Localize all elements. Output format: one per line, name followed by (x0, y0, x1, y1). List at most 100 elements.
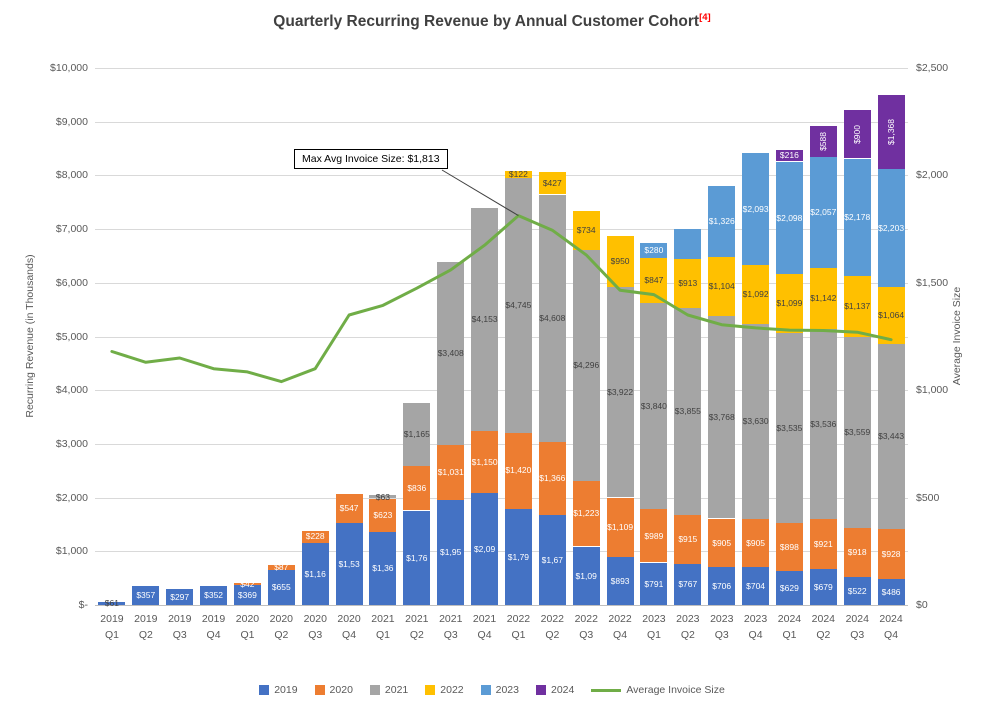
bar-value-label: $87 (274, 562, 289, 573)
bar-value-label: $280 (644, 244, 664, 255)
bar-value-label: $216 (779, 150, 799, 161)
bar-segment-2020: $1,420 (504, 432, 532, 509)
bar-segment-2020: $836 (403, 465, 431, 511)
legend-label: 2021 (384, 684, 409, 696)
left-axis-tick: $1,000 (55, 545, 88, 558)
average-invoice-line (110, 214, 893, 384)
legend-square-icon (369, 685, 380, 695)
bar-value-label: $2,09 (473, 543, 496, 554)
bar-value-label: $486 (881, 586, 901, 597)
bar-value-label: $898 (779, 541, 799, 552)
bar-value-label: $1,064 (878, 310, 905, 321)
bar-value-label: $913 (678, 277, 698, 288)
bar-value-label: $3,840 (640, 401, 667, 412)
legend-square-icon (535, 685, 546, 695)
bar-segment-2021: $3,559 (843, 336, 871, 528)
bar-value-label: $655 (271, 582, 291, 593)
chart-title: Quarterly Recurring Revenue by Annual Cu… (0, 12, 984, 31)
bar-value-label: $369 (237, 589, 257, 600)
bar-segment-2019: $1,79 (504, 508, 532, 605)
bar-value-label: $704 (746, 580, 766, 591)
legend-item-2019: 2019 (259, 684, 298, 696)
bar-segment-2023: $2,178 (843, 158, 871, 276)
x-axis-label: 2020 Q3 (303, 613, 327, 641)
x-axis-label: 2021 Q3 (439, 613, 463, 641)
x-axis-label: 2024 Q2 (811, 613, 836, 641)
bar-segment-2020: $989 (640, 509, 668, 563)
bar-value-label: $1,104 (708, 281, 735, 292)
bar-value-label: $522 (847, 585, 867, 596)
bar-segment-2019: $1,95 (437, 500, 465, 605)
bar-segment-2020: $1,366 (538, 442, 566, 516)
chart-title-text: Quarterly Recurring Revenue by Annual Cu… (273, 13, 700, 31)
bar-value-label: $3,922 (607, 386, 634, 397)
bar-segment-2019: $1,09 (572, 546, 600, 605)
bar-segment-2020: $623 (369, 498, 397, 532)
bar-segment-2021: $3,855 (674, 307, 702, 515)
bar-value-label: $950 (610, 256, 630, 267)
bar-value-label: $357 (136, 590, 156, 601)
bar-value-label: $623 (373, 510, 393, 520)
left-axis-tick: $10,000 (50, 62, 88, 74)
x-axis-label: 2023 Q4 (743, 613, 768, 641)
bar-segment-2020: $87 (267, 562, 295, 573)
right-axis-tick: $0 (916, 599, 928, 611)
bar-value-label: $3,768 (708, 411, 735, 422)
bar-value-label: $4,153 (471, 314, 498, 325)
bar-segment-2021: $3,408 (437, 261, 465, 445)
bar-value-label: $905 (746, 537, 766, 548)
bar-segment-2021: $3,535 (775, 333, 803, 523)
bar-segment-2021: $63 (369, 493, 397, 501)
bar-segment-2021: $3,922 (606, 286, 634, 498)
bar-value-label: $679 (813, 581, 833, 592)
bar-value-label: $1,031 (437, 467, 464, 478)
bar-segment-2021: $3,443 (877, 344, 905, 530)
x-axis-label: 2024 Q1 (777, 613, 802, 641)
bar-segment-2019: $297 (166, 589, 194, 605)
bar-value-label: $1,109 (607, 522, 634, 533)
bar-value-label: $4,296 (573, 360, 600, 371)
legend-item-2023: 2023 (480, 684, 519, 696)
legend-item-2020: 2020 (314, 684, 353, 696)
bar-segment-2020: $1,150 (471, 431, 499, 493)
gridline (95, 121, 908, 123)
bar-value-label: $629 (779, 582, 799, 593)
x-axis-label: 2021 Q1 (371, 613, 395, 641)
bar-value-label: $588 (818, 132, 829, 152)
bar-segment-2020: $918 (843, 527, 871, 577)
bar-segment-2024: $1,368 (877, 95, 905, 169)
bar-segment-2020: $928 (877, 529, 905, 579)
gridline (95, 551, 908, 553)
right-axis-tick: $500 (916, 491, 940, 504)
legend-item-2022: 2022 (425, 684, 464, 696)
left-axis-tick: $- (78, 599, 88, 611)
bar-segment-2020: $905 (708, 518, 736, 568)
right-axis-tick: $1,000 (916, 384, 949, 397)
legend-label: Average Invoice Size (626, 684, 725, 696)
bar-value-label: $547 (339, 502, 359, 513)
bar-segment-2019: $629 (775, 571, 803, 605)
bar-segment-2023: $2,057 (809, 157, 837, 268)
legend-label: 2024 (550, 684, 575, 696)
bar-value-label: $2,178 (844, 211, 871, 222)
legend-label: 2022 (440, 684, 464, 696)
legend-square-icon (480, 685, 491, 695)
bar-segment-2019: $2,09 (471, 492, 499, 605)
bar-segment-2022: $913 (674, 258, 702, 308)
bar-segment-2021: $4,296 (572, 250, 600, 481)
bar-segment-2020: $905 (742, 518, 770, 568)
left-axis-tick: $4,000 (55, 384, 88, 397)
x-axis-label: 2021 Q2 (405, 613, 429, 641)
bar-value-label: $1,53 (338, 558, 360, 569)
bar-segment-2020: $915 (674, 514, 702, 564)
legend-square-icon (425, 685, 436, 695)
bar-segment-2023: $280 (640, 242, 668, 258)
legend-square-icon (259, 685, 270, 695)
bar-value-label: $893 (610, 575, 630, 586)
bar-value-label: $905 (712, 537, 732, 548)
bar-value-label: $61 (104, 598, 119, 609)
legend-item-2024: 2024 (535, 684, 575, 696)
bar-value-label: $1,150 (471, 456, 498, 467)
bar-value-label: $1,142 (810, 293, 837, 304)
x-axis-label: 2019 Q3 (168, 613, 192, 641)
